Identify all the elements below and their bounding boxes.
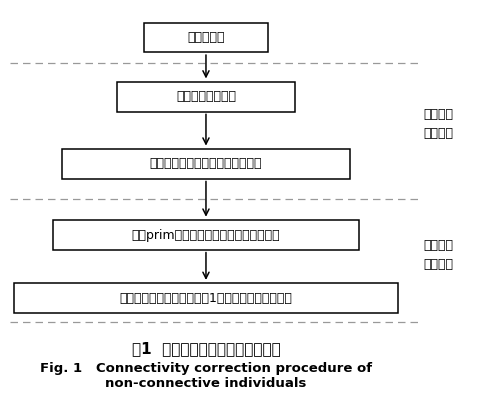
FancyBboxPatch shape xyxy=(53,220,359,250)
Text: 孤立连通
区域连接: 孤立连通 区域连接 xyxy=(423,239,453,271)
Text: Fig. 1   Connectivity correction procedure of: Fig. 1 Connectivity correction procedure… xyxy=(40,362,372,374)
Text: non-connective individuals: non-connective individuals xyxy=(105,377,307,389)
FancyBboxPatch shape xyxy=(144,23,268,52)
FancyBboxPatch shape xyxy=(14,284,398,313)
Text: 形成已恢复电网图: 形成已恢复电网图 xyxy=(176,90,236,103)
Text: 基于prim算法搜索各连通子图的连通路径: 基于prim算法搜索各连通子图的连通路径 xyxy=(132,229,280,241)
Text: 将连通路径上线路状态设为1，实现个体连通性修正: 将连通路径上线路状态设为1，实现个体连通性修正 xyxy=(120,292,292,305)
Text: 非连通个体: 非连通个体 xyxy=(187,31,225,44)
FancyBboxPatch shape xyxy=(62,149,350,179)
Text: 孤立连通
区域搜索: 孤立连通 区域搜索 xyxy=(423,108,453,141)
FancyBboxPatch shape xyxy=(117,82,295,111)
Text: 基于凝聚层次聚类法聚合连通子图: 基于凝聚层次聚类法聚合连通子图 xyxy=(150,158,262,170)
Text: 图1  非连通个体的连通性修正策略: 图1 非连通个体的连通性修正策略 xyxy=(132,341,280,356)
